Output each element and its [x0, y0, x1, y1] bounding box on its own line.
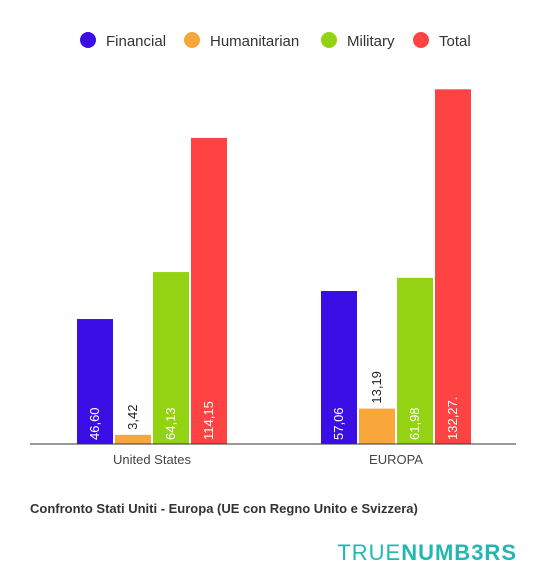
bar-united-states-military — [153, 272, 189, 444]
x-tick-europa: EUROPA — [369, 452, 423, 467]
brand-bold-text: NUMB3RS — [401, 540, 517, 565]
data-label-united-states-financial: 46,60 — [87, 407, 102, 440]
data-label-united-states-total: 114,15 — [201, 401, 216, 440]
x-tick-labels: United States EUROPA — [113, 452, 423, 467]
legend-marker-humanitarian — [184, 32, 200, 48]
data-label-europa-military: 61,98 — [407, 407, 422, 440]
data-label-europa-total: 132,27. — [445, 397, 460, 440]
bar-united-states-financial — [77, 319, 113, 444]
brand-logo: TRUENUMB3RS — [337, 540, 517, 566]
data-label-europa-financial: 57,06 — [331, 407, 346, 440]
legend: Financial Humanitarian Military Total — [80, 32, 471, 50]
bar-europa-financial — [321, 290, 357, 444]
bar-europa-military — [397, 277, 433, 444]
legend-label-financial: Financial — [106, 33, 166, 50]
bar-europa-humanitarian — [359, 408, 395, 444]
bar-europa-total — [435, 89, 471, 445]
bar-united-states-humanitarian — [115, 434, 151, 444]
x-tick-united-states: United States — [113, 452, 192, 467]
legend-label-total: Total — [439, 33, 471, 50]
legend-marker-financial — [80, 32, 96, 48]
legend-marker-military — [321, 32, 337, 48]
data-label-europa-humanitarian: 13,19 — [369, 371, 384, 404]
legend-label-humanitarian: Humanitarian — [210, 33, 299, 50]
data-label-united-states-military: 64,13 — [163, 407, 178, 440]
legend-marker-total — [413, 32, 429, 48]
bar-chart: Financial Humanitarian Military Total 46,60… — [30, 32, 516, 467]
legend-label-military: Military — [347, 33, 395, 50]
brand-light-text: TRUE — [337, 540, 402, 565]
bars-group: 46,60 3,42 64,13 114,15 57,06 13,19 61,98 132,2… — [77, 89, 471, 445]
bar-united-states-total — [191, 137, 227, 445]
data-label-united-states-humanitarian: 3,42 — [125, 405, 140, 430]
chart-caption: Confronto Stati Uniti - Europa (UE con R… — [30, 501, 418, 516]
